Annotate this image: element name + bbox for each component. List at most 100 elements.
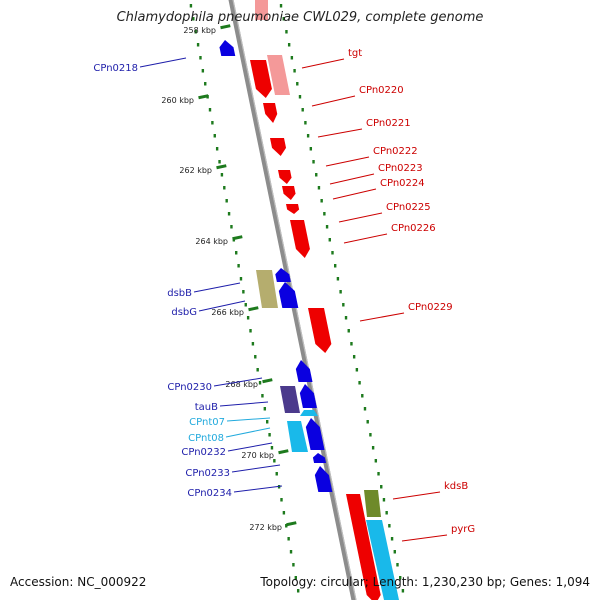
ruler-dot-right <box>287 43 291 47</box>
feature-label-reverse: tauB <box>195 402 218 413</box>
olive-box <box>364 490 381 517</box>
feature-label-forward: kdsB <box>444 481 468 492</box>
ruler-dot-left <box>201 69 205 73</box>
ruler-dot-right <box>393 550 396 554</box>
ruler-dot-right <box>374 459 378 463</box>
ruler-dot-left <box>239 277 243 281</box>
kbp-tick-label: 262 kbp <box>179 166 212 175</box>
cyan-box <box>366 520 399 600</box>
ruler-dot-left <box>213 134 216 138</box>
ruler-dot-left <box>294 576 297 580</box>
ruler-dot-left <box>282 511 286 515</box>
ruler-dot-left <box>194 30 197 34</box>
cds-arrow-reverse <box>278 282 299 308</box>
ruler-dot-left <box>196 43 200 47</box>
feature-label-forward: CPn0225 <box>386 202 431 213</box>
kbp-tick-label: 258 kbp <box>183 26 216 35</box>
feature-label-reverse: CPn0218 <box>93 63 138 74</box>
leader-line-forward <box>343 233 388 244</box>
accession-text: Accession: NC_000922 <box>10 575 147 589</box>
cds-arrow-forward <box>308 308 332 353</box>
kbp-tick-mark <box>198 94 209 100</box>
kbp-tick-mark <box>216 164 227 170</box>
ruler-dot-left <box>235 251 238 255</box>
leader-line-forward <box>325 156 370 167</box>
feature-label-reverse: dsbG <box>171 307 197 318</box>
cds-arrow-forward <box>286 204 300 214</box>
leader-line-reverse <box>231 464 281 473</box>
rna-box-reverse <box>256 270 278 308</box>
leader-line-reverse <box>219 401 269 407</box>
ruler-dot-right <box>279 4 283 8</box>
ruler-dot-left <box>237 264 240 268</box>
ruler-dot-left <box>280 498 283 502</box>
ruler-dot-right <box>296 82 299 86</box>
ruler-dot-right <box>396 563 399 567</box>
leader-line-forward <box>359 312 405 322</box>
ruler-dot-right <box>301 108 304 112</box>
cds-arrow-forward <box>290 220 310 258</box>
ruler-dot-left <box>204 82 207 86</box>
ruler-dot-left <box>256 368 259 372</box>
ruler-dot-right <box>325 225 329 229</box>
ruler-dot-right <box>315 173 318 177</box>
ruler-dot-right <box>363 407 367 411</box>
ruler-dot-right <box>328 238 331 242</box>
leader-line-forward <box>329 173 375 185</box>
cds-arrow-forward <box>346 494 381 604</box>
ruler-dot-right <box>320 199 323 203</box>
ruler-dot-left <box>218 160 221 164</box>
ruler-dot-left <box>285 524 288 528</box>
rna-track <box>255 0 399 600</box>
ruler-dot-left <box>287 537 290 541</box>
feature-label-forward: CPn0229 <box>408 302 453 313</box>
feature-label-reverse: CPn0234 <box>187 488 232 499</box>
cds-arrow-reverse <box>299 384 317 408</box>
ruler-dot-right <box>331 251 334 255</box>
ruler-dot-left <box>268 433 271 437</box>
feature-label-reverse: CPn0232 <box>181 447 226 458</box>
kbp-tick-mark <box>232 235 243 241</box>
feature-label-forward: CPn0222 <box>373 146 418 157</box>
feature-label-reverse: CPn0233 <box>185 468 230 479</box>
ruler-dot-left <box>223 186 226 190</box>
ruler-dot-right <box>380 485 383 489</box>
ruler-dot-left <box>258 381 262 385</box>
ruler-dot-left <box>220 173 224 177</box>
leader-line-forward <box>301 58 345 69</box>
cds-track <box>219 40 381 604</box>
cds-arrow-reverse <box>275 268 291 282</box>
ruler-dot-left <box>261 394 264 398</box>
leader-line-reverse <box>225 427 271 438</box>
ruler-dot-right <box>388 524 391 528</box>
ruler-dot-right <box>334 264 337 268</box>
cyan-box <box>300 410 318 416</box>
ruler-dot-right <box>339 290 342 294</box>
ruler-dot-left <box>249 329 252 333</box>
leader-line-forward <box>392 491 441 500</box>
leader-line-forward <box>317 128 363 138</box>
kbp-tick-label: 260 kbp <box>161 96 194 105</box>
ruler-dot-left <box>189 4 193 8</box>
cds-arrow-reverse <box>312 453 327 463</box>
leader-line-forward <box>338 212 383 223</box>
ruler-dot-left <box>270 446 274 450</box>
leader-line-forward <box>401 534 448 542</box>
ruler-dot-right <box>285 30 288 34</box>
ruler-dot-right <box>371 446 375 450</box>
ruler-dot-right <box>293 69 296 73</box>
ruler-dot-right <box>385 511 388 515</box>
ruler-dot-right <box>361 394 364 398</box>
ruler-dot-left <box>199 56 202 60</box>
kbp-tick-label: 270 kbp <box>241 451 274 460</box>
ruler-dot-right <box>282 17 285 21</box>
cds-arrow-reverse <box>314 466 333 492</box>
rna-box-forward <box>267 55 290 95</box>
feature-labels: tgt CPn0220 CPn0221 CPn0222 CPn0223 CPn0224 CP… <box>93 48 475 542</box>
feature-label-reverse: CPnt07 <box>189 417 225 428</box>
ruler-dot-right <box>344 316 348 320</box>
ruler-dot-right <box>369 433 372 437</box>
ruler-dot-right <box>309 147 313 151</box>
ruler-dot-left <box>251 342 255 346</box>
leader-line-reverse <box>233 485 283 493</box>
